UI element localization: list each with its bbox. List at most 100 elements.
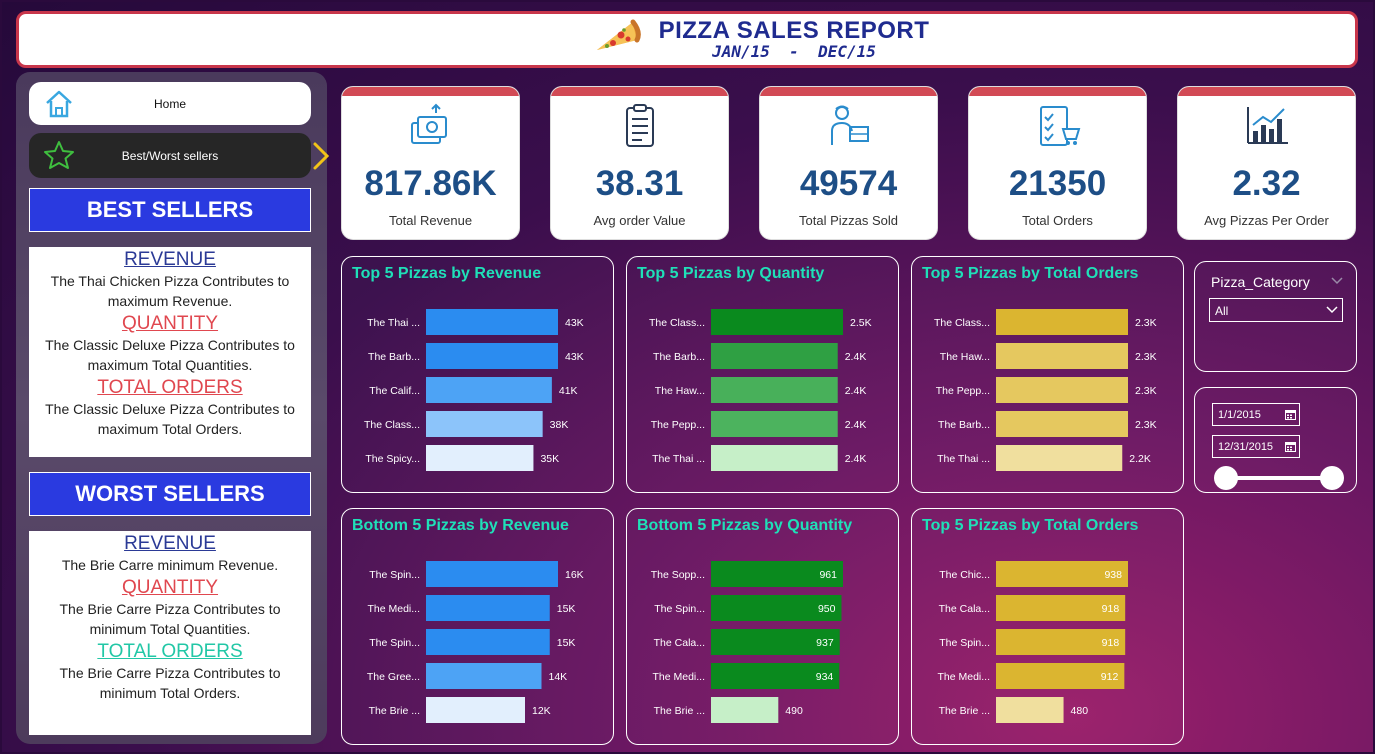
worst-sellers-heading: WORST SELLERS — [29, 472, 311, 516]
kpi-value: 38.31 — [595, 164, 684, 203]
bar[interactable] — [996, 343, 1128, 369]
bar[interactable] — [996, 629, 1126, 655]
bar[interactable] — [426, 445, 534, 471]
bar-value-label: 2.2K — [1129, 453, 1151, 465]
chevron-down-icon[interactable] — [1331, 276, 1343, 286]
bar-category-label: The Thai ... — [652, 453, 705, 465]
bar-chart-plot: The Class... 2.5K The Barb... 2.4K The Haw..… — [649, 309, 872, 471]
bar[interactable] — [711, 595, 842, 621]
calendar-icon[interactable] — [1285, 409, 1296, 420]
bar[interactable] — [711, 309, 843, 335]
chart-title: Top 5 Pizzas by Quantity — [637, 265, 825, 282]
worst-quantity-key: QUANTITY — [121, 577, 219, 598]
bar[interactable] — [426, 595, 550, 621]
bar[interactable] — [711, 343, 838, 369]
bar[interactable] — [711, 697, 779, 723]
bar-chart-plot: The Chic... 938 The Cala... 918 The Spin... 9… — [937, 561, 1128, 723]
best-quantity-text: The Classic Deluxe Pizza Contributes to … — [45, 337, 295, 373]
best-worst-sellers-button[interactable]: Best/Worst sellers — [29, 133, 330, 178]
kpi-accent-bar — [969, 87, 1146, 96]
bar[interactable] — [426, 629, 550, 655]
date-slider-track[interactable] — [1225, 476, 1331, 480]
bar[interactable] — [996, 411, 1128, 437]
best-quantity-key: QUANTITY — [121, 313, 219, 334]
home-icon — [46, 90, 72, 118]
bar[interactable] — [711, 377, 838, 403]
kpi-accent-bar — [342, 87, 519, 96]
bar[interactable] — [996, 445, 1123, 471]
bar[interactable] — [426, 411, 543, 437]
bar-category-label: The Spin... — [369, 637, 420, 649]
bar-category-label: The Pepp... — [936, 385, 990, 397]
chart-bottom5-quantity: Bottom 5 Pizzas by Quantity The Sopp... 9… — [626, 508, 899, 745]
bar-category-label: The Class... — [649, 317, 705, 329]
bar[interactable] — [426, 697, 525, 723]
bar-value-label: 934 — [816, 671, 834, 683]
bar[interactable] — [711, 561, 843, 587]
chart-top5-revenue: Top 5 Pizzas by Revenue The Thai ... 43K T… — [341, 256, 614, 493]
date-slider-end-handle[interactable] — [1320, 466, 1344, 490]
worst-revenue-text: The Brie Carre minimum Revenue. — [61, 557, 279, 573]
bar-value-label: 41K — [559, 385, 578, 397]
money-growth-icon — [411, 103, 447, 144]
dropdown-value: All — [1215, 304, 1229, 318]
category-dropdown[interactable]: All — [1209, 298, 1343, 322]
date-slider-start-handle[interactable] — [1214, 466, 1238, 490]
bar[interactable] — [996, 309, 1128, 335]
bar-category-label: The Chic... — [939, 569, 990, 581]
bar[interactable] — [711, 411, 838, 437]
bar-chart-plot: The Class... 2.3K The Haw... 2.3K The Pepp..… — [934, 309, 1157, 471]
bar-category-label: The Thai ... — [367, 317, 420, 329]
bar[interactable] — [996, 663, 1125, 689]
bar[interactable] — [426, 561, 558, 587]
bar[interactable] — [711, 663, 840, 689]
chart-top5-orders: Top 5 Pizzas by Total Orders The Class..… — [911, 256, 1184, 493]
bar-category-label: The Medi... — [937, 671, 990, 683]
bar[interactable] — [996, 377, 1128, 403]
star-icon — [44, 141, 74, 169]
best-sellers-box: REVENUE The Thai Chicken Pizza Contribut… — [29, 247, 311, 457]
bar-value-label: 15K — [557, 637, 576, 649]
bar-value-label: 490 — [785, 705, 803, 717]
kpi-caption: Avg order Value — [593, 213, 686, 228]
bar-category-label: The Spin... — [654, 603, 705, 615]
kpi-value: 49574 — [799, 164, 898, 203]
bar-chart-plot: The Sopp... 961 The Spin... 950 The Cala... 9… — [651, 561, 843, 723]
bar-category-label: The Sopp... — [651, 569, 705, 581]
bar-value-label: 961 — [819, 569, 837, 581]
start-date-input[interactable]: 1/1/2015 — [1212, 403, 1300, 426]
best-sellers-heading: BEST SELLERS — [29, 188, 311, 232]
chart-title: Top 5 Pizzas by Total Orders — [922, 265, 1139, 282]
bar[interactable] — [426, 663, 542, 689]
pizza-category-slicer: Pizza_Category All — [1194, 261, 1357, 372]
bar[interactable] — [996, 697, 1064, 723]
bar-value-label: 2.5K — [850, 317, 872, 329]
bar-value-label: 38K — [550, 419, 569, 431]
bar-category-label: The Medi... — [367, 603, 420, 615]
chart-title: Bottom 5 Pizzas by Revenue — [352, 517, 569, 534]
chart-bottom5-revenue: Bottom 5 Pizzas by Revenue The Spin... 16… — [341, 508, 614, 745]
bar[interactable] — [426, 309, 558, 335]
chevron-right-icon — [313, 142, 330, 170]
end-date-input[interactable]: 12/31/2015 — [1212, 435, 1300, 458]
calendar-icon[interactable] — [1285, 441, 1296, 452]
home-button[interactable]: Home — [29, 82, 311, 125]
bar-category-label: The Cala... — [654, 637, 705, 649]
page-title: PIZZA SALES REPORT — [658, 17, 930, 44]
bar-value-label: 912 — [1101, 671, 1119, 683]
bar-value-label: 12K — [532, 705, 551, 717]
kpi-caption: Total Revenue — [388, 213, 473, 228]
kpi-value: 817.86K — [364, 164, 497, 203]
bar[interactable] — [996, 595, 1126, 621]
end-date-value: 12/31/2015 — [1218, 441, 1274, 453]
bar[interactable] — [711, 629, 840, 655]
bar[interactable] — [711, 445, 838, 471]
bar-value-label: 43K — [565, 317, 584, 329]
bar[interactable] — [426, 343, 558, 369]
bar[interactable] — [996, 561, 1128, 587]
bar-value-label: 2.4K — [845, 351, 867, 363]
date-range-slicer: 1/1/2015 12/31/2015 — [1194, 387, 1357, 493]
slicer-title: Pizza_Category — [1211, 274, 1310, 290]
bar[interactable] — [426, 377, 552, 403]
bar-category-label: The Brie ... — [369, 705, 420, 717]
